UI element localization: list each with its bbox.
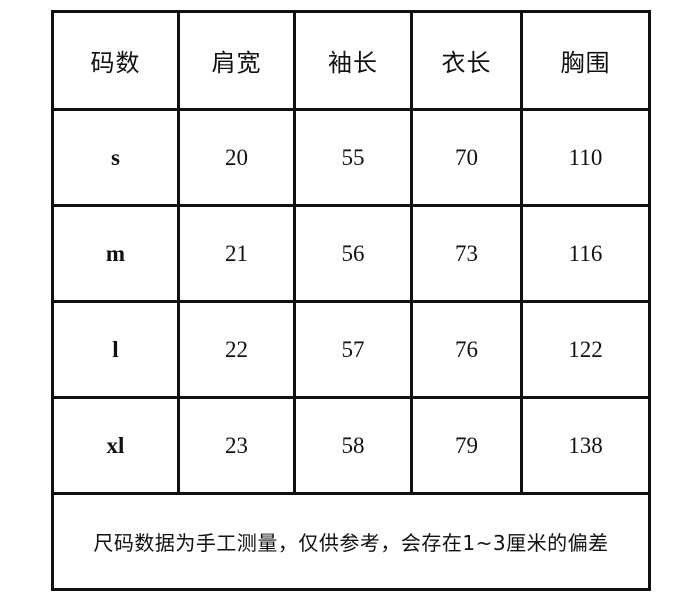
table-header: 码数 肩宽 袖长 衣长 胸围: [51, 10, 651, 111]
cell-size: l: [51, 300, 180, 399]
table-row: m 21 56 73 116: [51, 204, 651, 303]
cell-sleeve-length: 55: [293, 108, 413, 207]
cell-bust: 110: [520, 108, 651, 207]
cell-garment-length: 79: [410, 396, 523, 495]
cell-bust: 116: [520, 204, 651, 303]
cell-garment-length: 76: [410, 300, 523, 399]
cell-bust: 138: [520, 396, 651, 495]
column-header-bust: 胸围: [520, 10, 651, 111]
cell-size: xl: [51, 396, 180, 495]
cell-size: s: [51, 108, 180, 207]
table-footer: 尺码数据为手工测量，仅供参考，会存在1~3厘米的偏差: [51, 492, 651, 591]
cell-size: m: [51, 204, 180, 303]
cell-garment-length: 70: [410, 108, 523, 207]
column-header-shoulder-width: 肩宽: [177, 10, 296, 111]
table-row: xl 23 58 79 138: [51, 396, 651, 495]
table-body: s 20 55 70 110 m 21 56 73 116 l 22 57 76…: [51, 108, 651, 495]
cell-garment-length: 73: [410, 204, 523, 303]
header-row: 码数 肩宽 袖长 衣长 胸围: [51, 10, 651, 111]
size-chart-table: 码数 肩宽 袖长 衣长 胸围 s 20 55 70 110 m 21 56 73…: [51, 10, 651, 591]
note-row: 尺码数据为手工测量，仅供参考，会存在1~3厘米的偏差: [51, 492, 651, 591]
column-header-sleeve-length: 袖长: [293, 10, 413, 111]
cell-sleeve-length: 56: [293, 204, 413, 303]
measurement-disclaimer-note: 尺码数据为手工测量，仅供参考，会存在1~3厘米的偏差: [51, 492, 651, 591]
cell-bust: 122: [520, 300, 651, 399]
size-chart-container: 码数 肩宽 袖长 衣长 胸围 s 20 55 70 110 m 21 56 73…: [51, 10, 651, 591]
cell-sleeve-length: 58: [293, 396, 413, 495]
table-row: l 22 57 76 122: [51, 300, 651, 399]
table-row: s 20 55 70 110: [51, 108, 651, 207]
cell-shoulder-width: 20: [177, 108, 296, 207]
cell-shoulder-width: 23: [177, 396, 296, 495]
cell-sleeve-length: 57: [293, 300, 413, 399]
column-header-garment-length: 衣长: [410, 10, 523, 111]
cell-shoulder-width: 22: [177, 300, 296, 399]
cell-shoulder-width: 21: [177, 204, 296, 303]
column-header-size: 码数: [51, 10, 180, 111]
